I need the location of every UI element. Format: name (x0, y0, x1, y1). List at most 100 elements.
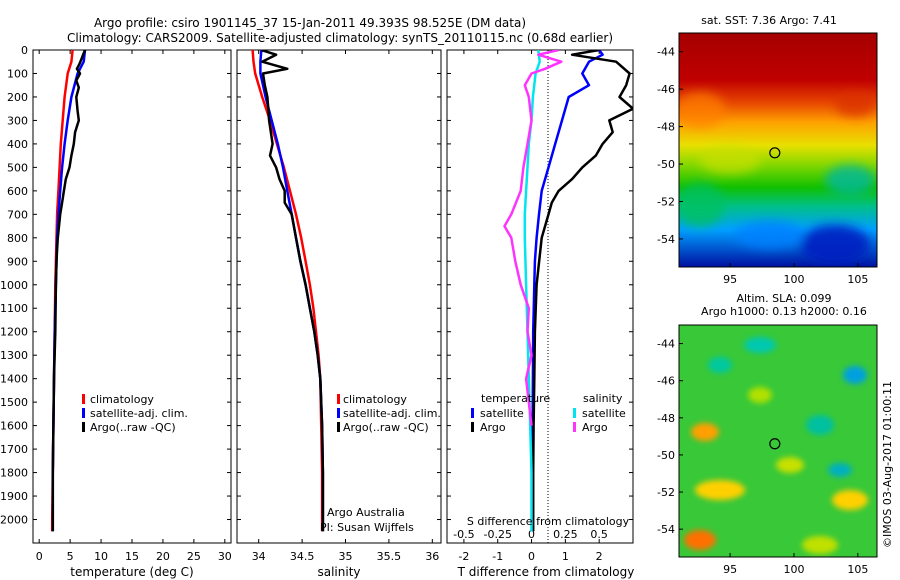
depth-tick-label: 1500 (0, 396, 28, 409)
legend-header-temperature: temperature (481, 392, 550, 405)
temperature-legend: climatology satellite-adj. clim. Argo(..… (82, 393, 188, 434)
depth-tick-label: 800 (7, 232, 28, 245)
map-x-tick-label: 100 (783, 563, 804, 576)
salinity-axes-frame (236, 49, 442, 544)
depth-tick-label: 1600 (0, 420, 28, 433)
x2-tick-label: 0.5 (590, 528, 608, 541)
depth-tick-label: 400 (7, 138, 28, 151)
x-tick-label: 35 (339, 550, 353, 563)
temperature-x-axis: 0 5 10 15 20 25 30 (36, 50, 232, 563)
sla-low-patch (843, 366, 867, 384)
x2-tick-label: -0.5 (453, 528, 474, 541)
sla-low-patch (806, 415, 834, 435)
depth-tick-label: 1000 (0, 279, 28, 292)
x-tick-label: 1 (562, 550, 569, 563)
sla-base-field (679, 325, 877, 557)
depth-tick-label: 1900 (0, 490, 28, 503)
x-tick-label: 10 (94, 550, 108, 563)
salinity-x-label: salinity (317, 565, 360, 579)
depth-tick-label: 1700 (0, 443, 28, 456)
title-line-1: Argo profile: csiro 1901145_37 15-Jan-20… (94, 16, 526, 30)
legend-swatch-argo (82, 422, 85, 432)
sla-high-patch (832, 490, 868, 510)
salinity-x-axis: 34 34.5 35 35.5 36 (252, 50, 439, 563)
x2-tick-label: -0.25 (483, 528, 511, 541)
series-line-salinity-argo (503, 50, 563, 426)
sst-cold-patch (800, 225, 870, 265)
legend-label-t-satellite: satellite (480, 407, 524, 420)
x2-tick-label: 0.25 (553, 528, 578, 541)
legend-swatch-s-satellite (573, 408, 576, 418)
map-y-tick-label: -46 (657, 375, 675, 388)
t-difference-label: T difference from climatology (457, 565, 635, 579)
sla-low-patch (828, 463, 852, 477)
sst-map-axes: 95 100 105 -44 -46 -48 -50 -52 -54 (657, 46, 868, 286)
x-tick-label: -1 (492, 550, 503, 563)
legend-swatch-climatology (82, 394, 85, 404)
x-tick-label: 2 (596, 550, 603, 563)
sst-map: sat. SST: 7.36 Argo: 7.41 95 100 105 -44 -46… (657, 14, 878, 286)
sst-field (679, 33, 877, 267)
sst-mid-patch (700, 146, 760, 174)
map-x-tick-label: 100 (783, 273, 804, 286)
legend-label-argo: Argo(..raw -QC) (90, 421, 176, 434)
sla-map-subtitle: Argo h1000: 0.13 h2000: 0.16 (701, 305, 867, 318)
sla-high-patch (691, 423, 719, 441)
difference-axes-frame (446, 49, 634, 544)
legend-swatch-satellite (82, 408, 85, 418)
x-tick-label: 0 (528, 550, 535, 563)
x-tick-label: 35.5 (377, 550, 402, 563)
legend-label-climatology: climatology (343, 393, 407, 406)
sst-map-title: sat. SST: 7.36 Argo: 7.41 (701, 14, 837, 27)
legend-label-satellite: satellite-adj. clim. (343, 407, 441, 420)
sla-map-title: Altim. SLA: 0.099 (736, 292, 831, 305)
sla-texture (684, 337, 868, 554)
x-tick-label: -2 (458, 550, 469, 563)
map-y-tick-label: -48 (657, 412, 675, 425)
depth-axis: 0 100 200 300 400 500 600 700 800 900 1000 1100 1200… (0, 44, 231, 527)
depth-tick-label: 100 (7, 67, 28, 80)
annotation-pi: PI: Susan Wijffels (320, 521, 414, 534)
sla-high-patch (684, 530, 716, 550)
map-y-tick-label: -48 (657, 121, 675, 134)
map-y-tick-label: -46 (657, 83, 675, 96)
difference-depth-ticks (447, 49, 633, 521)
credit-text: ©IMOS 03-Aug-2017 01:00:11 (881, 381, 894, 548)
salinity-legend: climatology satellite-adj. clim. Argo(..… (337, 393, 441, 434)
salinity-panel: 34 34.5 35 35.5 36 salinity climatology sate… (236, 49, 442, 579)
depth-tick-label: 300 (7, 114, 28, 127)
depth-tick-label: 1200 (0, 326, 28, 339)
map-y-tick-label: -54 (657, 523, 675, 536)
sla-map-frame (678, 324, 878, 558)
x-tick-label: 30 (218, 550, 232, 563)
depth-tick-label: 700 (7, 208, 28, 221)
legend-header-salinity: salinity (583, 392, 623, 405)
sst-argo-marker (769, 147, 781, 159)
series-line-argo-raw-qc (51, 50, 87, 532)
legend-swatch-climatology (337, 394, 340, 404)
legend-swatch-t-satellite (471, 408, 474, 418)
sst-warm-patch (679, 92, 725, 128)
sla-high-patch (802, 536, 838, 554)
sst-cool-patch (825, 165, 875, 195)
legend-swatch-s-argo (573, 422, 576, 432)
legend-swatch-t-argo (471, 422, 474, 432)
salinity-depth-ticks (237, 49, 441, 521)
sla-low-patch (744, 337, 776, 353)
legend-label-satellite: satellite-adj. clim. (90, 407, 188, 420)
sst-warm-patch (835, 93, 875, 117)
depth-tick-label: 1100 (0, 302, 28, 315)
sla-field (679, 325, 877, 557)
map-y-tick-label: -44 (657, 46, 675, 59)
map-y-tick-label: -50 (657, 158, 675, 171)
depth-tick-label: 200 (7, 91, 28, 104)
sla-high-patch (748, 387, 772, 403)
sla-argo-marker (769, 438, 781, 450)
x-tick-label: 36 (425, 550, 439, 563)
sla-high-patch (695, 480, 745, 500)
depth-tick-label: 1800 (0, 467, 28, 480)
series-line-satellite-adj-clim (51, 50, 87, 532)
map-y-tick-label: -52 (657, 195, 675, 208)
difference-x-axis: -2 -1 0 1 2 -0.5 -0.25 0 0.25 0.5 (453, 50, 608, 563)
